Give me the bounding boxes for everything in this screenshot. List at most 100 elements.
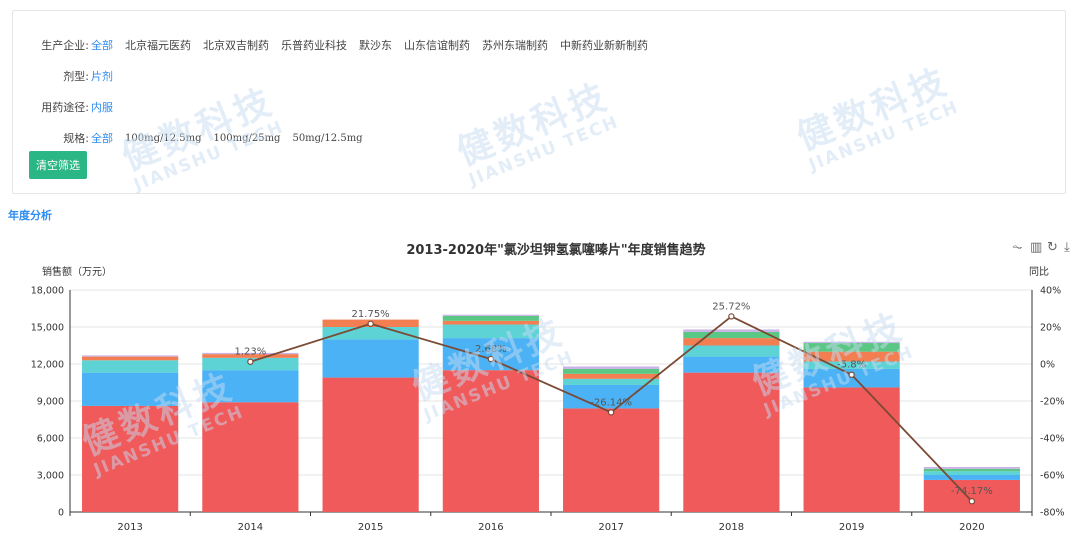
filter-option-manufacturer[interactable]: 山东信谊制药 <box>404 39 470 52</box>
x-tick-label: 2014 <box>238 522 263 533</box>
chart-title: 2013-2020年"氯沙坦钾氢氯噻嗪片"年度销售趋势 <box>406 242 705 258</box>
y2-tick-label: -20% <box>1040 397 1065 408</box>
clear-filters-button[interactable]: 清空筛选 <box>29 151 87 179</box>
filter-label-spec: 规格: <box>63 132 89 145</box>
filter-row-spec: 规格: 全部 100mg/12.5mg 100mg/25mg 50mg/12.5… <box>13 129 363 147</box>
y-tick-label: 0 <box>58 508 64 519</box>
y-tick-label: 9,000 <box>37 397 64 408</box>
yoy-data-label: 2.68% <box>475 344 507 355</box>
filter-panel: 生产企业: 全部 北京福元医药 北京双吉制药 乐普药业科技 默沙东 山东信谊制药… <box>12 10 1066 194</box>
y-tick-label: 6,000 <box>37 434 64 445</box>
y2-tick-label: -80% <box>1040 508 1065 519</box>
filter-option-spec[interactable]: 100mg/12.5mg <box>125 132 202 144</box>
bar-segment <box>563 373 660 379</box>
filter-option-manufacturer[interactable]: 默沙东 <box>359 39 392 52</box>
bar-segment <box>82 360 179 373</box>
yoy-data-label: -74.17% <box>951 486 993 497</box>
filter-row-route: 用药途径: 内服 <box>13 98 113 116</box>
filter-selected-dosage-form[interactable]: 片剂 <box>91 70 113 83</box>
yoy-point <box>728 313 735 320</box>
filter-option-spec[interactable]: 50mg/12.5mg <box>292 132 363 144</box>
yoy-point <box>367 320 374 327</box>
yoy-point <box>968 498 976 505</box>
x-tick-label: 2013 <box>117 522 142 533</box>
filter-option-manufacturer[interactable]: 中新药业新新制药 <box>560 39 648 52</box>
bar-segment <box>803 387 900 512</box>
bar-segment <box>803 368 900 388</box>
filter-selected-manufacturer[interactable]: 全部 <box>91 39 113 52</box>
bar-segment <box>923 479 1020 512</box>
filter-row-dosage-form: 剂型: 片剂 <box>13 67 113 85</box>
bar-segment <box>82 355 179 357</box>
bar-segment <box>803 341 900 344</box>
bar-segment <box>683 372 780 512</box>
filter-option-manufacturer[interactable]: 苏州东瑞制药 <box>482 39 548 52</box>
bar-segment <box>923 475 1020 480</box>
y-tick-label: 3,000 <box>37 471 64 482</box>
yoy-data-label: 21.75% <box>352 309 390 320</box>
y2-tick-label: 40% <box>1040 286 1061 297</box>
yoy-data-label: 1.23% <box>234 347 266 358</box>
bar-segment <box>202 354 299 358</box>
filter-option-manufacturer[interactable]: 北京双吉制药 <box>203 39 269 52</box>
bar-segment <box>442 370 539 512</box>
bar-segment <box>803 351 900 362</box>
bar-segment <box>923 466 1020 469</box>
x-tick-label: 2019 <box>839 522 864 533</box>
filter-option-manufacturer[interactable]: 乐普药业科技 <box>281 39 347 52</box>
bar-segment <box>683 356 780 373</box>
line-chart-icon[interactable]: ⏦ <box>1012 240 1023 255</box>
x-tick-label: 2017 <box>598 522 623 533</box>
bar-segment <box>683 331 780 339</box>
bar-segment <box>923 468 1020 472</box>
bar-segment <box>563 408 660 512</box>
x-tick-label: 2020 <box>959 522 984 533</box>
bar-segment <box>202 402 299 512</box>
download-icon[interactable]: ⤓ <box>1064 240 1070 255</box>
section-title: 年度分析 <box>8 209 52 222</box>
filter-option-spec[interactable]: 100mg/25mg <box>213 132 281 144</box>
y2-tick-label: -40% <box>1040 434 1065 445</box>
filter-label-route: 用药途径: <box>41 101 89 114</box>
bar-segment <box>683 345 780 357</box>
bar-segment <box>82 405 179 512</box>
refresh-icon[interactable]: ↻ <box>1047 240 1058 255</box>
bar-segment <box>322 377 419 512</box>
yoy-point <box>848 371 855 378</box>
bar-segment <box>563 368 660 374</box>
bar-segment <box>202 352 299 355</box>
bar-segment <box>442 314 539 316</box>
x-tick-label: 2018 <box>719 522 744 533</box>
bar-segment <box>683 338 780 346</box>
filter-label-manufacturer: 生产企业: <box>41 39 89 52</box>
bar-segment <box>683 329 780 332</box>
y-tick-label: 18,000 <box>31 286 64 297</box>
bar-segment <box>803 361 900 369</box>
x-tick-label: 2015 <box>358 522 383 533</box>
filter-row-manufacturer: 生产企业: 全部 北京福元医药 北京双吉制药 乐普药业科技 默沙东 山东信谊制药… <box>13 36 648 54</box>
filter-selected-spec[interactable]: 全部 <box>91 132 113 145</box>
bar-segment <box>82 372 179 406</box>
bar-chart-icon[interactable]: ▥ <box>1030 240 1043 255</box>
yoy-data-label: -26.14% <box>590 397 632 408</box>
bar-segment <box>442 338 539 371</box>
bar-segment <box>563 366 660 369</box>
y-axis-label: 销售额（万元） <box>42 265 112 278</box>
bar-segment <box>322 339 419 378</box>
yoy-point <box>247 358 254 365</box>
filter-option-manufacturer[interactable]: 北京福元医药 <box>125 39 191 52</box>
bar-segment <box>803 343 900 352</box>
y2-tick-label: 20% <box>1040 323 1061 334</box>
bar-segment <box>442 320 539 325</box>
y2-axis-label: 同比 <box>1029 266 1049 278</box>
bar-segment <box>923 471 1020 475</box>
filter-selected-route[interactable]: 内服 <box>91 101 113 114</box>
yoy-data-label: -5.8% <box>837 360 866 371</box>
y2-tick-label: 0% <box>1040 360 1055 371</box>
y-tick-label: 15,000 <box>31 323 64 334</box>
yoy-data-label: 25.72% <box>712 301 750 312</box>
x-tick-label: 2016 <box>478 522 503 533</box>
yoy-point <box>607 409 615 416</box>
bar-segment <box>442 324 539 339</box>
